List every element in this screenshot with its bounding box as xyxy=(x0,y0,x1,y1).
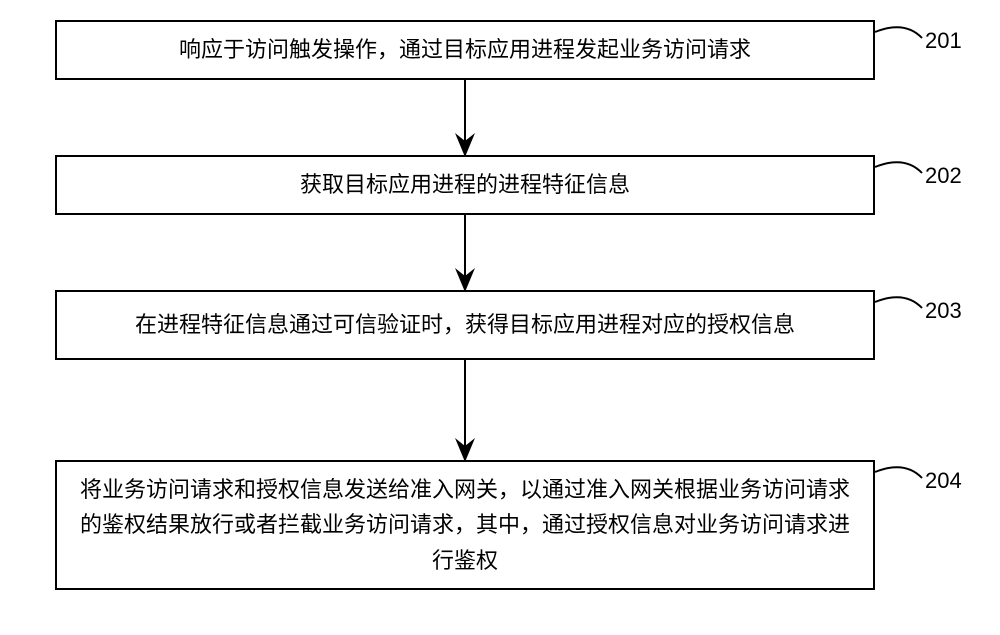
flow-node-204-text: 将业务访问请求和授权信息发送给准入网关，以通过准入网关根据业务访问请求的鉴权结果… xyxy=(77,472,853,578)
flow-node-203-label: 203 xyxy=(925,298,962,324)
label-connector-203 xyxy=(875,297,922,308)
flow-node-204: 将业务访问请求和授权信息发送给准入网关，以通过准入网关根据业务访问请求的鉴权结果… xyxy=(55,460,875,590)
flow-node-202-label: 202 xyxy=(925,163,962,189)
label-connector-201 xyxy=(875,27,922,38)
flow-node-201-label: 201 xyxy=(925,28,962,54)
flow-node-201-text: 响应于访问触发操作，通过目标应用进程发起业务访问请求 xyxy=(179,32,751,67)
label-connector-202 xyxy=(875,162,922,173)
flow-node-203-text: 在进程特征信息通过可信验证时，获得目标应用进程对应的授权信息 xyxy=(135,307,795,342)
flowchart-canvas: 响应于访问触发操作，通过目标应用进程发起业务访问请求 201 获取目标应用进程的… xyxy=(0,0,1000,635)
flow-node-204-label: 204 xyxy=(925,468,962,494)
flow-node-203: 在进程特征信息通过可信验证时，获得目标应用进程对应的授权信息 xyxy=(55,290,875,360)
flow-node-201: 响应于访问触发操作，通过目标应用进程发起业务访问请求 xyxy=(55,20,875,80)
flow-node-202-text: 获取目标应用进程的进程特征信息 xyxy=(300,167,630,202)
flow-node-202: 获取目标应用进程的进程特征信息 xyxy=(55,155,875,215)
label-connector-204 xyxy=(875,467,922,478)
